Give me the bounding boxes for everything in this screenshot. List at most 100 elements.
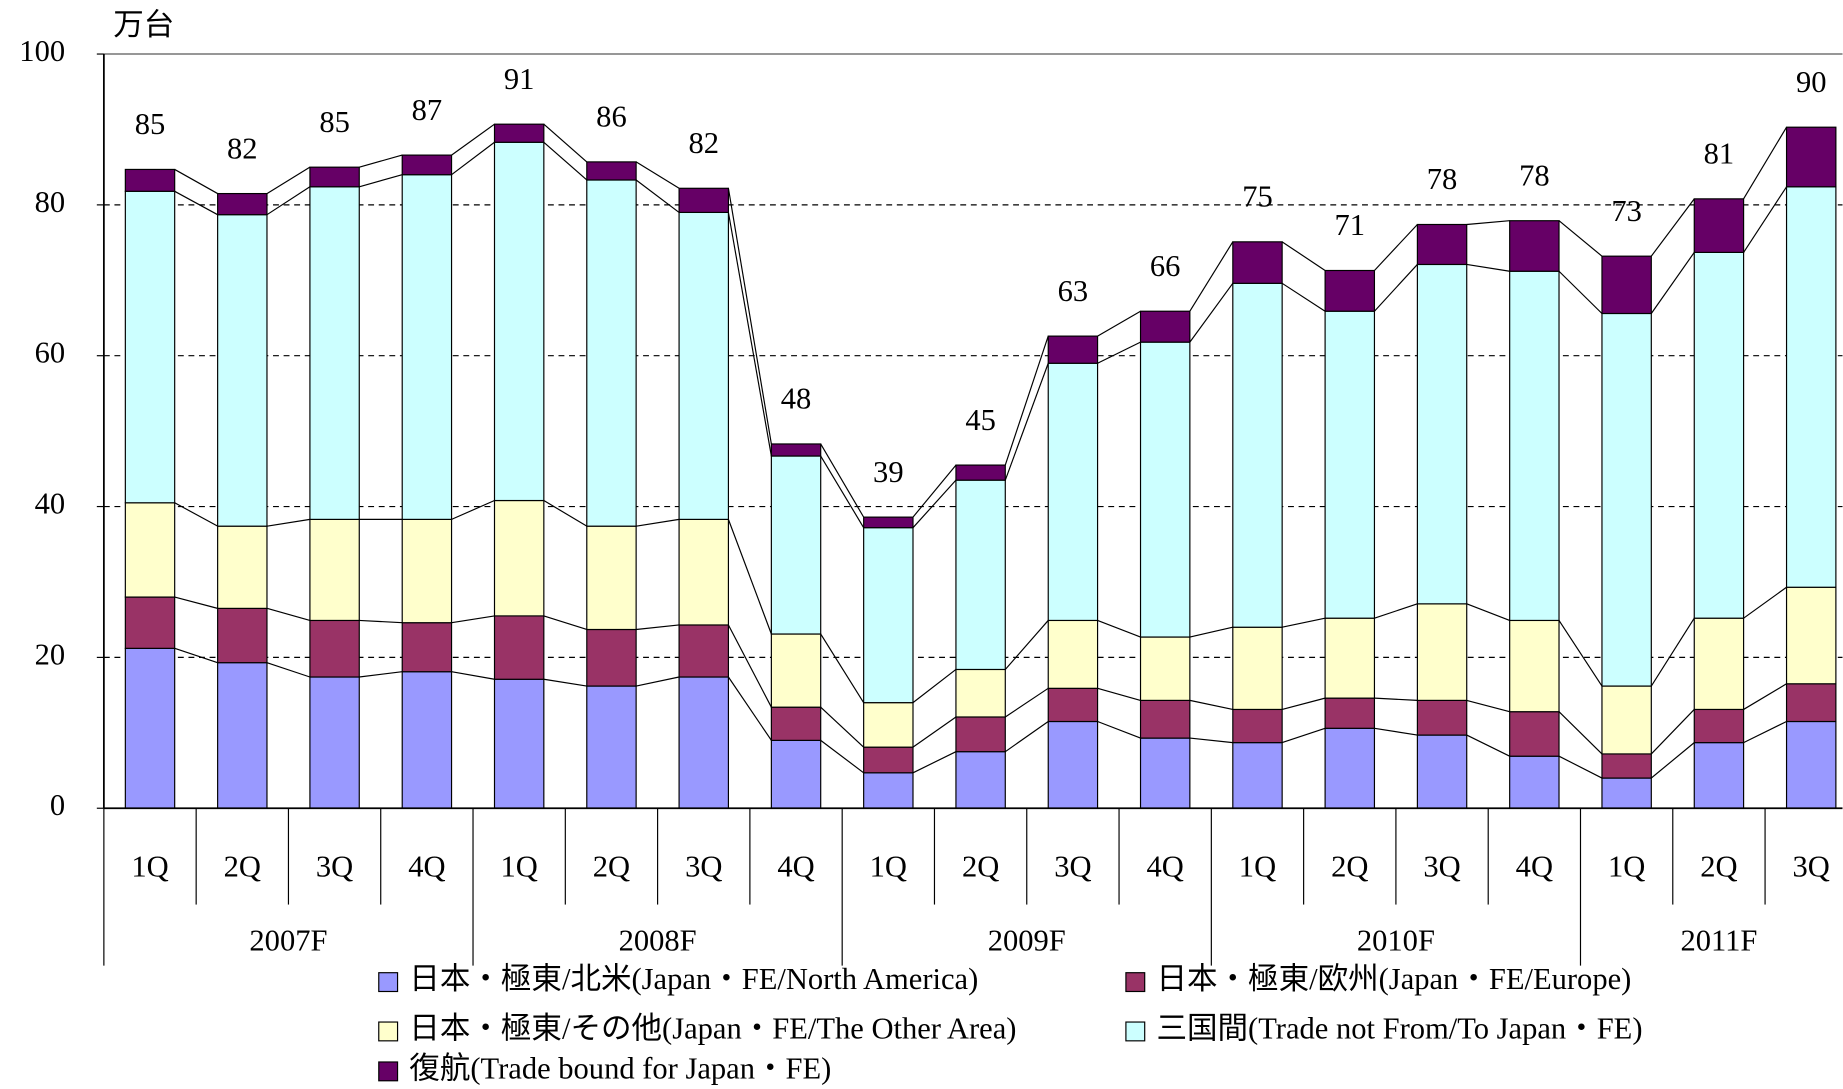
bar-segment <box>217 525 268 609</box>
x-tick-label: 4Q <box>1147 849 1184 883</box>
connector <box>1466 220 1510 226</box>
connector <box>1282 697 1326 711</box>
y-tick-label: 0 <box>50 788 65 822</box>
x-tick-label: 2Q <box>593 849 630 883</box>
total-label: 81 <box>1704 137 1735 171</box>
connector <box>1558 711 1603 755</box>
group-label: 2007F <box>249 923 327 957</box>
legend-swatch <box>1125 1021 1146 1042</box>
total-label: 71 <box>1335 208 1366 242</box>
x-tick-label: 3Q <box>1793 849 1830 883</box>
legend-swatch <box>378 1061 399 1082</box>
legend-swatch <box>378 972 399 993</box>
total-label: 78 <box>1519 158 1550 192</box>
bar-segment <box>1693 617 1745 711</box>
bar-segment <box>1785 186 1837 588</box>
x-tick-label: 4Q <box>408 849 445 883</box>
x-tick-label: 2Q <box>962 849 999 883</box>
connector <box>1743 720 1787 744</box>
bar-segment <box>1047 335 1099 364</box>
connector <box>820 455 865 528</box>
total-label: 82 <box>688 126 719 160</box>
x-tick-label: 1Q <box>131 849 168 883</box>
connector <box>451 671 495 680</box>
bar-segment <box>124 647 176 809</box>
group-label: 2011F <box>1680 923 1757 957</box>
bar-segment <box>1416 699 1468 736</box>
bar-segment <box>1324 727 1376 809</box>
bar-segment <box>1232 241 1283 284</box>
connector <box>1282 617 1326 628</box>
total-label: 73 <box>1611 194 1642 228</box>
bar-segment <box>1693 198 1745 253</box>
bar-segment <box>1139 341 1191 638</box>
connector <box>1558 270 1603 314</box>
connector <box>636 518 680 527</box>
bar-segment <box>1047 362 1099 622</box>
bar-segment <box>493 141 545 502</box>
legend-label: 日本・極東/その他(Japan・FE/The Other Area) <box>409 1011 1016 1045</box>
connector <box>820 706 865 748</box>
connector <box>1466 263 1510 272</box>
connector <box>1281 241 1326 271</box>
bar-segment <box>1785 720 1837 809</box>
total-label: 85 <box>135 107 166 141</box>
bar-segment <box>1693 708 1745 744</box>
bar-segment <box>770 706 822 741</box>
x-tick-label: 1Q <box>501 849 538 883</box>
connector <box>820 633 865 703</box>
bar-segment <box>1509 711 1560 757</box>
connector <box>636 624 680 631</box>
group-label: 2009F <box>988 923 1066 957</box>
bar-segment <box>124 596 176 649</box>
bar-segment <box>1324 617 1376 699</box>
connector <box>1558 755 1603 779</box>
bar-segment <box>770 739 822 809</box>
bar-segment <box>586 628 637 687</box>
connector <box>1097 687 1141 701</box>
bar-segment <box>1232 742 1283 809</box>
x-tick-label: 3Q <box>1423 849 1460 883</box>
bar-segment <box>770 455 822 635</box>
connector <box>1650 198 1695 257</box>
connector <box>1004 363 1049 481</box>
connector <box>266 607 311 622</box>
bar-segment <box>1509 270 1560 622</box>
x-tick-label: 2Q <box>224 849 261 883</box>
bar-segment <box>1601 255 1652 315</box>
connector <box>1374 603 1418 619</box>
bar-segment <box>1324 310 1376 619</box>
connector <box>912 716 957 748</box>
bar-segment <box>493 615 545 680</box>
connector <box>727 676 772 741</box>
bar-segment <box>1509 619 1560 713</box>
total-label: 48 <box>781 382 812 416</box>
bar-segment <box>955 479 1006 671</box>
connector <box>174 647 218 664</box>
connector <box>1466 734 1510 757</box>
total-label: 91 <box>504 62 535 96</box>
connector <box>1558 620 1603 687</box>
total-label: 78 <box>1427 162 1458 196</box>
bar-segment <box>401 174 453 520</box>
connector <box>1189 241 1234 312</box>
total-label: 85 <box>319 105 350 139</box>
connector <box>1097 341 1141 364</box>
connector <box>1743 126 1788 200</box>
connector <box>727 624 772 708</box>
x-tick-label: 4Q <box>1516 849 1553 883</box>
connector <box>451 615 495 624</box>
group-label: 2010F <box>1357 923 1435 957</box>
y-tick-label: 60 <box>35 336 66 370</box>
connector <box>543 678 587 687</box>
connector <box>1189 626 1233 638</box>
total-label: 39 <box>873 455 904 489</box>
connector <box>1374 224 1418 271</box>
bar-segment <box>401 622 453 673</box>
connector <box>912 479 957 529</box>
connector <box>912 751 957 774</box>
bar-segment <box>1047 720 1099 809</box>
bar-segment <box>1509 220 1560 272</box>
connector <box>174 596 218 609</box>
legend-swatch <box>1125 972 1146 993</box>
